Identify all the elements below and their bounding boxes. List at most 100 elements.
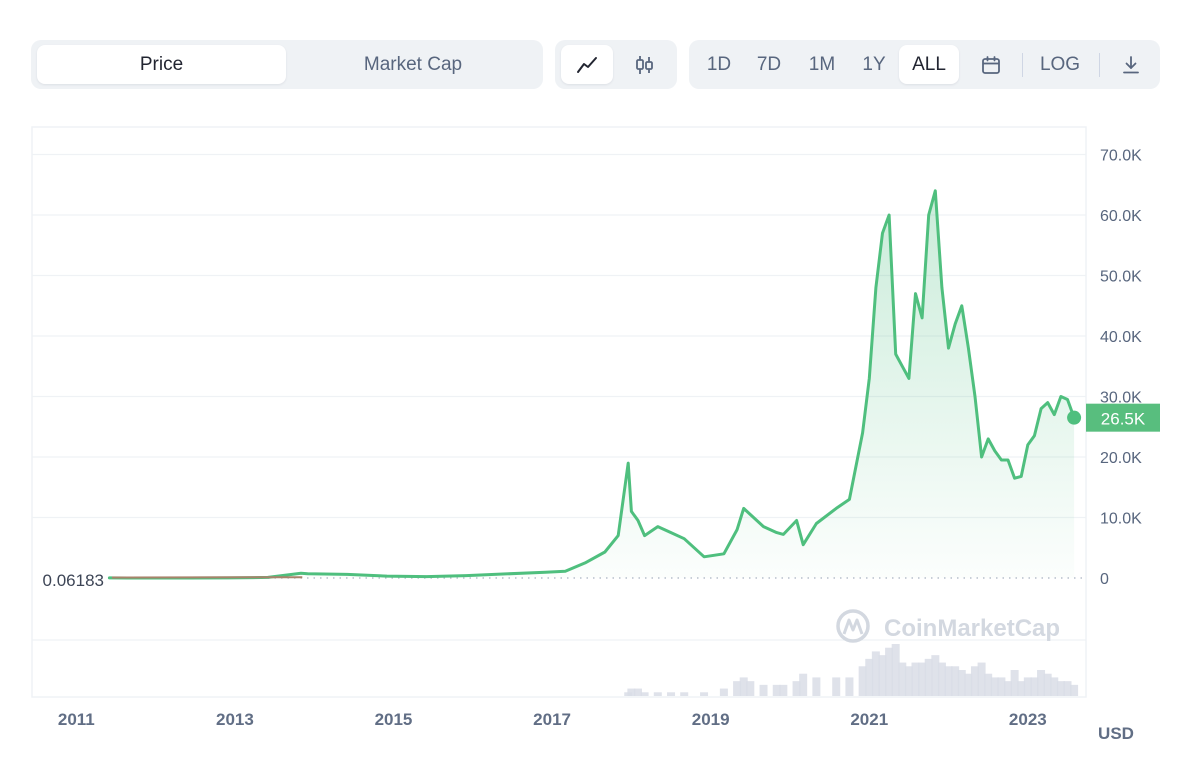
volume-bar: [997, 677, 1006, 696]
x-tick-label: 2011: [58, 710, 95, 729]
x-tick-label: 2015: [375, 710, 413, 729]
volume-bar: [911, 662, 920, 696]
coinmarketcap-watermark: CoinMarketCap: [836, 609, 1060, 643]
y-tick-label: 30.0K: [1100, 390, 1142, 407]
volume-bar: [891, 644, 900, 696]
volume-bar: [759, 684, 768, 696]
x-tick-label: 2019: [692, 710, 730, 729]
x-tick-label: 2017: [533, 710, 571, 729]
volume-bar: [799, 673, 808, 696]
volume-bar: [845, 677, 854, 696]
range-1y-label: 1Y: [862, 53, 886, 75]
volume-bar: [937, 662, 946, 696]
y-tick-label: 10.0K: [1100, 511, 1142, 528]
tab-price[interactable]: Price: [37, 45, 286, 84]
volume-bars: [624, 644, 1079, 696]
range-7d-label: 7D: [756, 53, 782, 75]
volume-bar: [746, 681, 755, 696]
volume-bar: [1043, 673, 1052, 696]
volume-bar: [924, 658, 933, 696]
range-1y-button[interactable]: 1Y: [850, 45, 898, 84]
volume-bar: [1070, 684, 1079, 696]
tab-price-label: Price: [139, 53, 184, 75]
y-tick-label: 60.0K: [1100, 208, 1142, 225]
volume-bar: [739, 677, 748, 696]
range-1m-button[interactable]: 1M: [797, 45, 847, 84]
range-1d-label: 1D: [706, 53, 732, 75]
volume-bar: [719, 688, 728, 696]
range-divider-2: [1099, 53, 1100, 77]
volume-bar: [792, 681, 801, 696]
range-1d-button[interactable]: 1D: [695, 45, 743, 84]
range-divider-1: [1022, 53, 1023, 77]
volume-bar: [640, 692, 649, 696]
volume-bar: [858, 666, 867, 696]
current-price-badge: [1086, 403, 1160, 432]
range-all-label: ALL: [912, 53, 946, 75]
volume-bar: [1004, 681, 1013, 696]
volume-bar: [970, 666, 979, 696]
volume-bar: [865, 658, 874, 696]
volume-bar: [990, 677, 999, 696]
volume-bar: [633, 688, 642, 696]
x-tick-label: 2013: [216, 710, 254, 729]
range-7d-button[interactable]: 7D: [745, 45, 793, 84]
current-price-label: 26.5K: [1101, 410, 1146, 429]
range-1m-label: 1M: [808, 53, 836, 75]
volume-bar: [918, 662, 927, 696]
y-tick-label: 20.0K: [1100, 450, 1142, 467]
volume-bar: [667, 692, 676, 696]
volume-bar: [653, 692, 662, 696]
y-tick-label: 50.0K: [1100, 269, 1142, 286]
log-scale-label: LOG: [1039, 53, 1081, 75]
volume-bar: [627, 688, 636, 696]
range-all-button[interactable]: ALL: [899, 45, 959, 84]
calendar-button[interactable]: [967, 45, 1015, 84]
volume-bar: [898, 662, 907, 696]
value-badges: 0.06183 26.5K: [43, 403, 1160, 590]
volume-bar: [977, 662, 986, 696]
candlestick-icon: [636, 55, 653, 74]
y-tick-label: 40.0K: [1100, 329, 1142, 346]
volume-bar: [832, 677, 841, 696]
unit-label: USD: [1098, 724, 1134, 743]
volume-bar: [812, 677, 821, 696]
start-value-label: 0.06183: [43, 571, 104, 590]
volume-bar: [1030, 677, 1039, 696]
volume-bar: [878, 655, 887, 696]
volume-bar: [964, 673, 973, 696]
axes: 0 10.0K 20.0K 30.0K 40.0K 50.0K 60.0K 70.0K 2011…: [58, 148, 1142, 744]
chart-style-group: [555, 40, 677, 89]
volume-bar: [871, 651, 880, 696]
metric-tab-group: Price Market Cap: [31, 40, 543, 89]
tab-market-cap[interactable]: Market Cap: [288, 45, 538, 84]
volume-bar: [1037, 670, 1046, 696]
volume-bar: [733, 681, 742, 696]
volume-bar: [680, 692, 689, 696]
volume-bar: [1063, 681, 1072, 696]
download-button[interactable]: [1107, 45, 1155, 84]
y-tick-label: 0: [1100, 571, 1109, 588]
volume-bar: [1023, 677, 1032, 696]
volume-bar: [700, 692, 709, 696]
watermark-text: CoinMarketCap: [884, 615, 1060, 642]
price-line: [107, 189, 1076, 580]
calendar-icon: [982, 55, 1000, 74]
tab-market-cap-label: Market Cap: [363, 53, 463, 75]
download-icon: [1123, 55, 1139, 73]
log-scale-button[interactable]: LOG: [1030, 45, 1090, 84]
volume-bar: [779, 684, 788, 696]
x-tick-label: 2021: [850, 710, 888, 729]
current-price-dot: [1067, 410, 1082, 425]
volume-bar: [984, 673, 993, 696]
volume-bar: [957, 670, 966, 696]
line-chart-button[interactable]: [561, 45, 613, 84]
candlestick-chart-button[interactable]: [617, 45, 671, 84]
price-series: [107, 189, 1082, 580]
volume-bar: [772, 684, 781, 696]
volume-bar: [1017, 681, 1026, 696]
line-chart-icon: [577, 56, 597, 73]
volume-bar: [885, 647, 894, 696]
range-group: 1D 7D 1M 1Y ALL LOG: [689, 40, 1160, 89]
